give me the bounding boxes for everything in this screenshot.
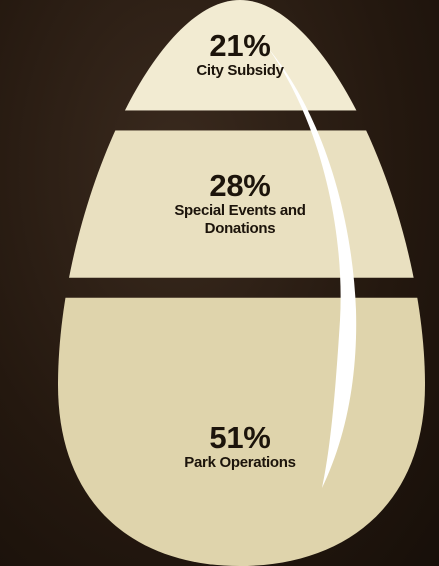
category-label: Special Events and Donations bbox=[170, 202, 310, 238]
segment-label: 51%Park Operations bbox=[160, 422, 320, 472]
egg-chart bbox=[0, 0, 439, 566]
segment-label: 21%City Subsidy bbox=[160, 30, 320, 80]
egg-bands bbox=[0, 0, 439, 566]
value-label: 51% bbox=[160, 422, 320, 454]
segment-label: 28%Special Events and Donations bbox=[160, 170, 320, 238]
value-label: 28% bbox=[160, 170, 320, 202]
chart: 21%City Subsidy 28%Special Events and Don… bbox=[0, 0, 439, 566]
value-label: 21% bbox=[160, 30, 320, 62]
category-label: Park Operations bbox=[170, 454, 310, 472]
category-label: City Subsidy bbox=[170, 62, 310, 80]
